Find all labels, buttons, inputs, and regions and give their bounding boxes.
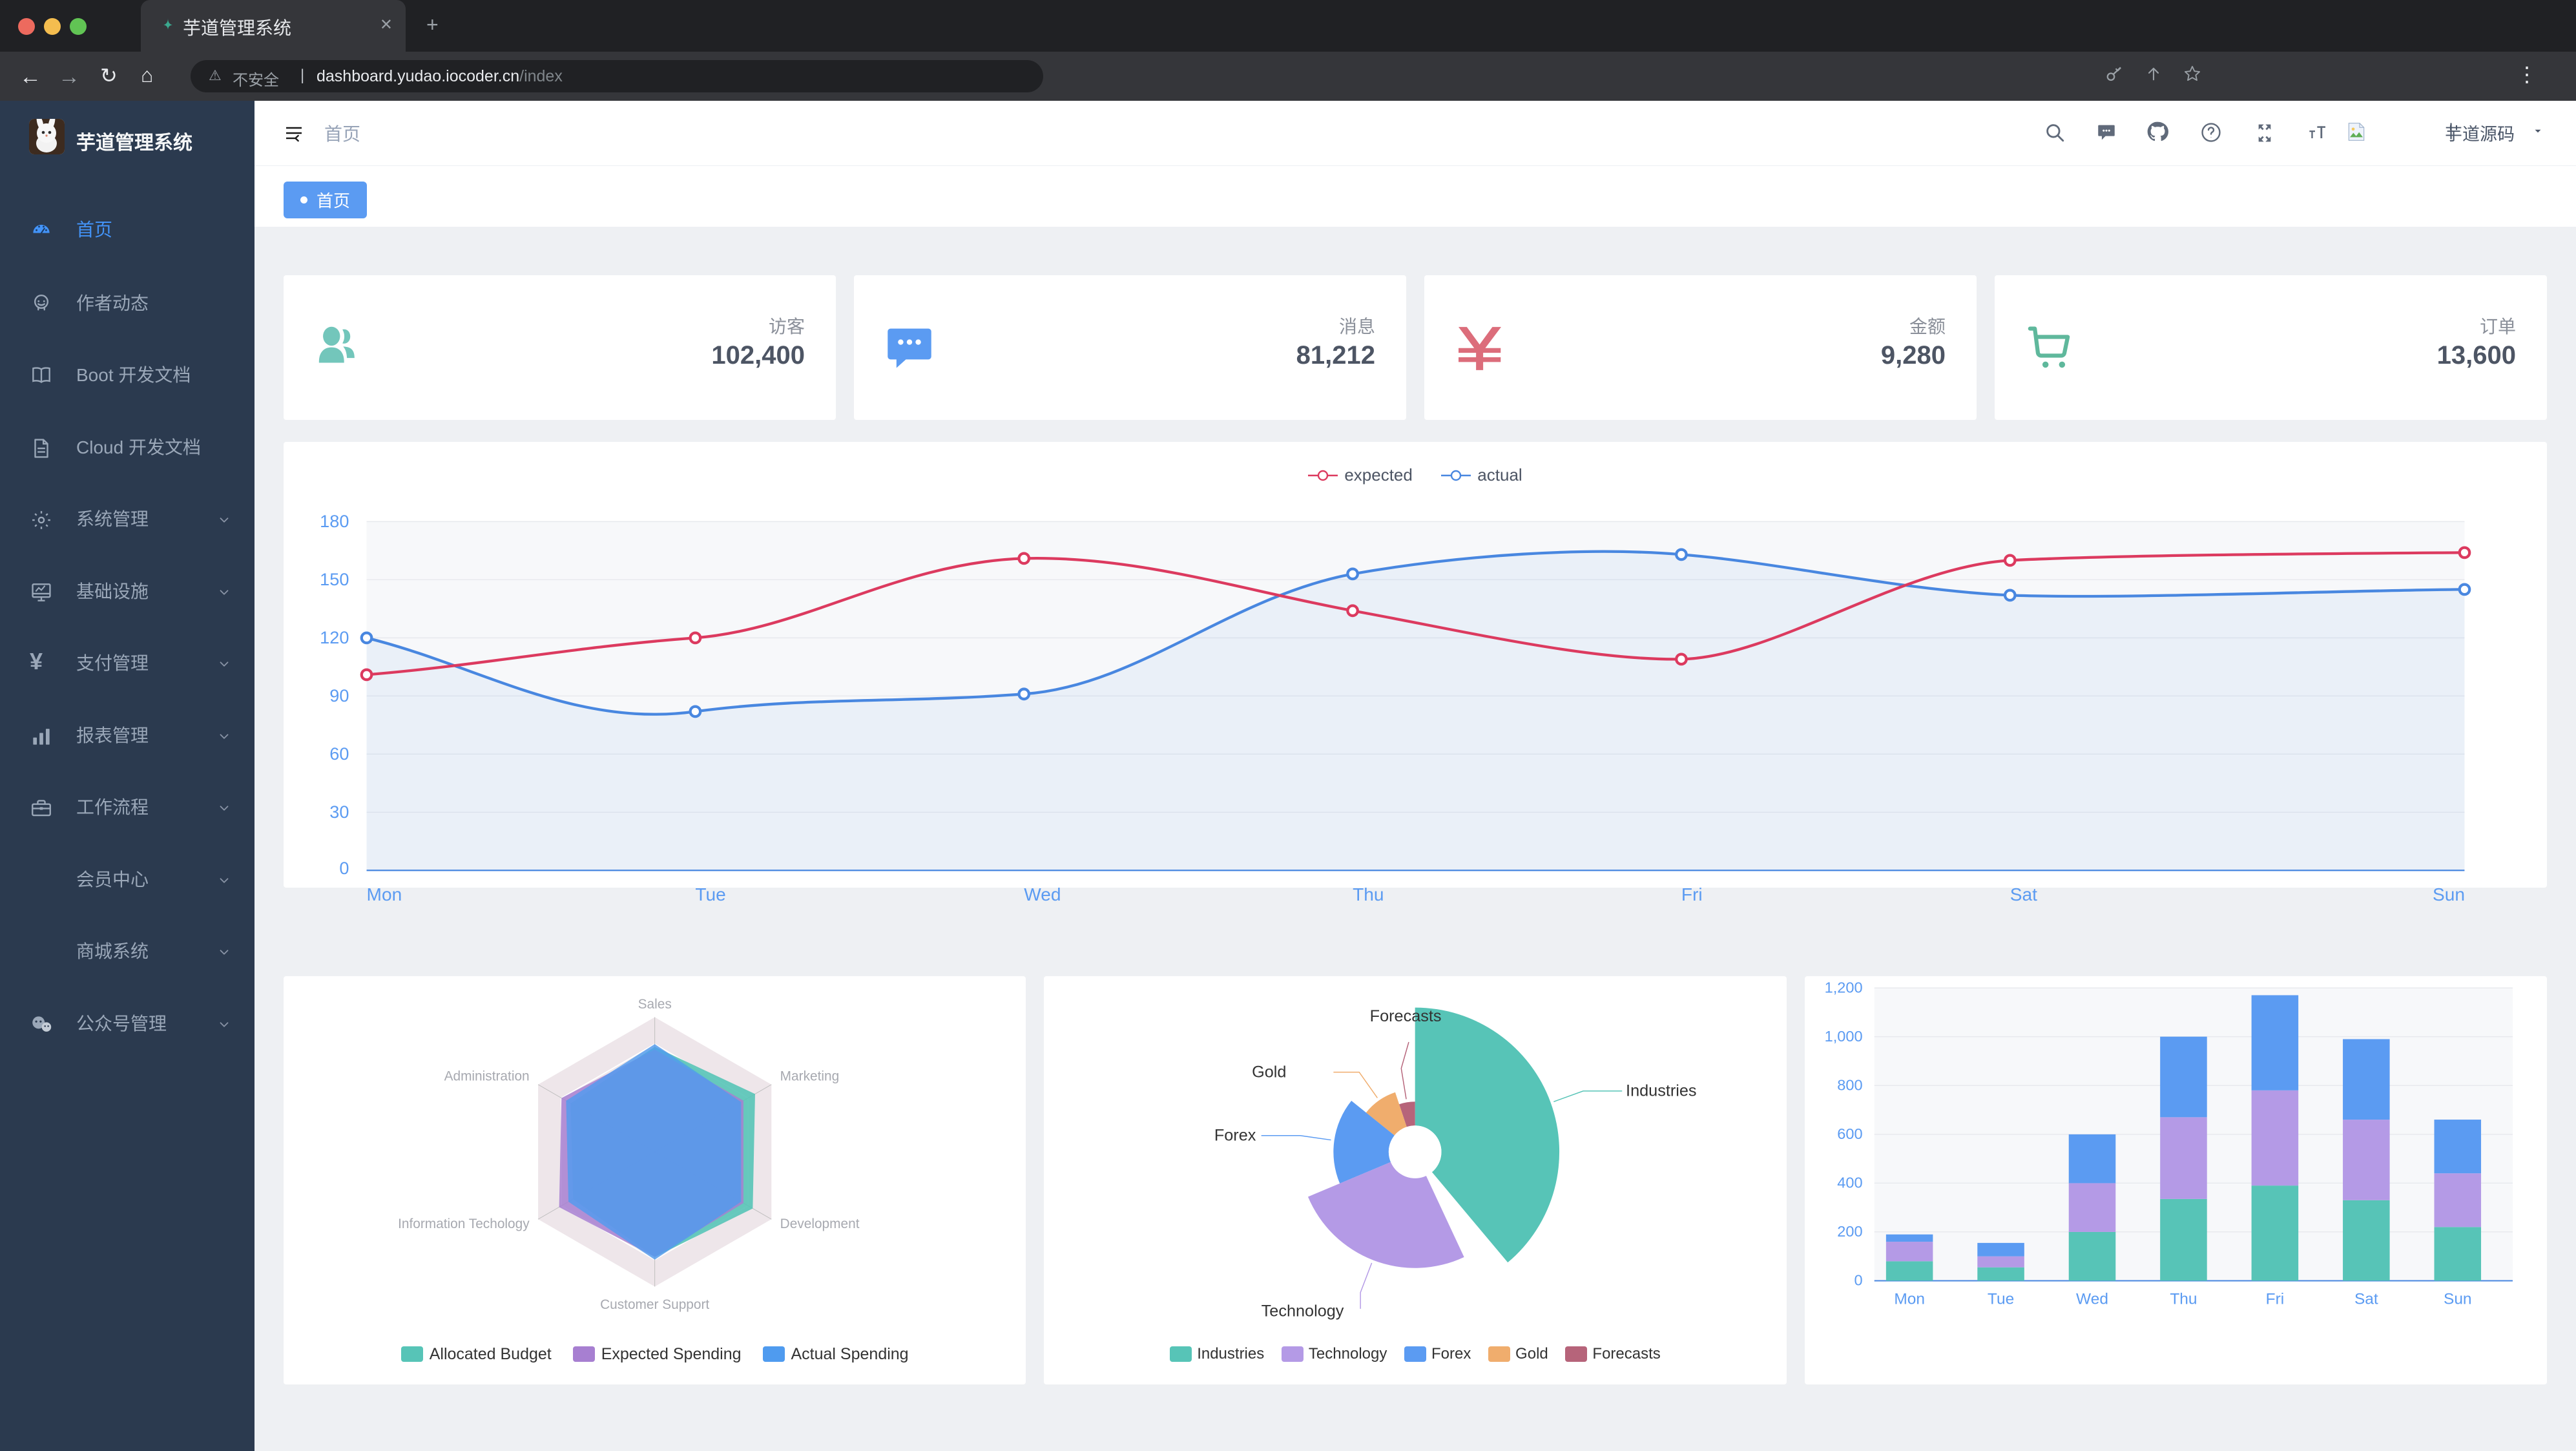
svg-text:Forex: Forex — [1214, 1127, 1256, 1145]
svg-text:Technology: Technology — [1262, 1302, 1344, 1321]
svg-text:30: 30 — [329, 802, 349, 822]
svg-text:Customer Support: Customer Support — [600, 1297, 709, 1312]
svg-text:Mon: Mon — [367, 884, 402, 904]
svg-text:1,000: 1,000 — [1824, 1028, 1862, 1045]
svg-text:Marketing: Marketing — [780, 1069, 840, 1083]
svg-text:0: 0 — [1854, 1272, 1862, 1289]
svg-text:Sat: Sat — [2354, 1291, 2378, 1308]
svg-text:Sat: Sat — [2010, 884, 2037, 904]
svg-text:Administration: Administration — [444, 1069, 530, 1083]
svg-text:0: 0 — [339, 858, 349, 878]
svg-text:Fri: Fri — [1681, 884, 1703, 904]
svg-text:Thu: Thu — [1353, 884, 1384, 904]
svg-text:Fri: Fri — [2265, 1291, 2284, 1308]
svg-text:Information Techology: Information Techology — [398, 1216, 530, 1231]
svg-text:120: 120 — [320, 627, 349, 647]
svg-text:Development: Development — [780, 1216, 860, 1231]
svg-text:Forecasts: Forecasts — [1370, 1007, 1442, 1025]
svg-text:800: 800 — [1837, 1076, 1862, 1093]
svg-text:60: 60 — [329, 744, 349, 764]
svg-text:180: 180 — [320, 511, 349, 531]
svg-text:Tue: Tue — [695, 884, 725, 904]
svg-text:Industries: Industries — [1626, 1082, 1696, 1100]
svg-text:Gold: Gold — [1252, 1063, 1286, 1081]
svg-text:150: 150 — [320, 569, 349, 589]
svg-text:Wed: Wed — [1024, 884, 1061, 904]
svg-text:1,200: 1,200 — [1824, 979, 1862, 996]
svg-text:Mon: Mon — [1894, 1291, 1925, 1308]
svg-text:400: 400 — [1837, 1174, 1862, 1191]
svg-text:Sun: Sun — [2433, 884, 2465, 904]
svg-text:200: 200 — [1837, 1223, 1862, 1240]
svg-text:Sun: Sun — [2444, 1291, 2472, 1308]
svg-text:Wed: Wed — [2076, 1291, 2108, 1308]
svg-text:Thu: Thu — [2170, 1291, 2197, 1308]
svg-text:600: 600 — [1837, 1125, 1862, 1142]
svg-text:Tue: Tue — [1988, 1291, 2014, 1308]
svg-text:Sales: Sales — [638, 997, 672, 1012]
svg-text:90: 90 — [329, 685, 349, 705]
